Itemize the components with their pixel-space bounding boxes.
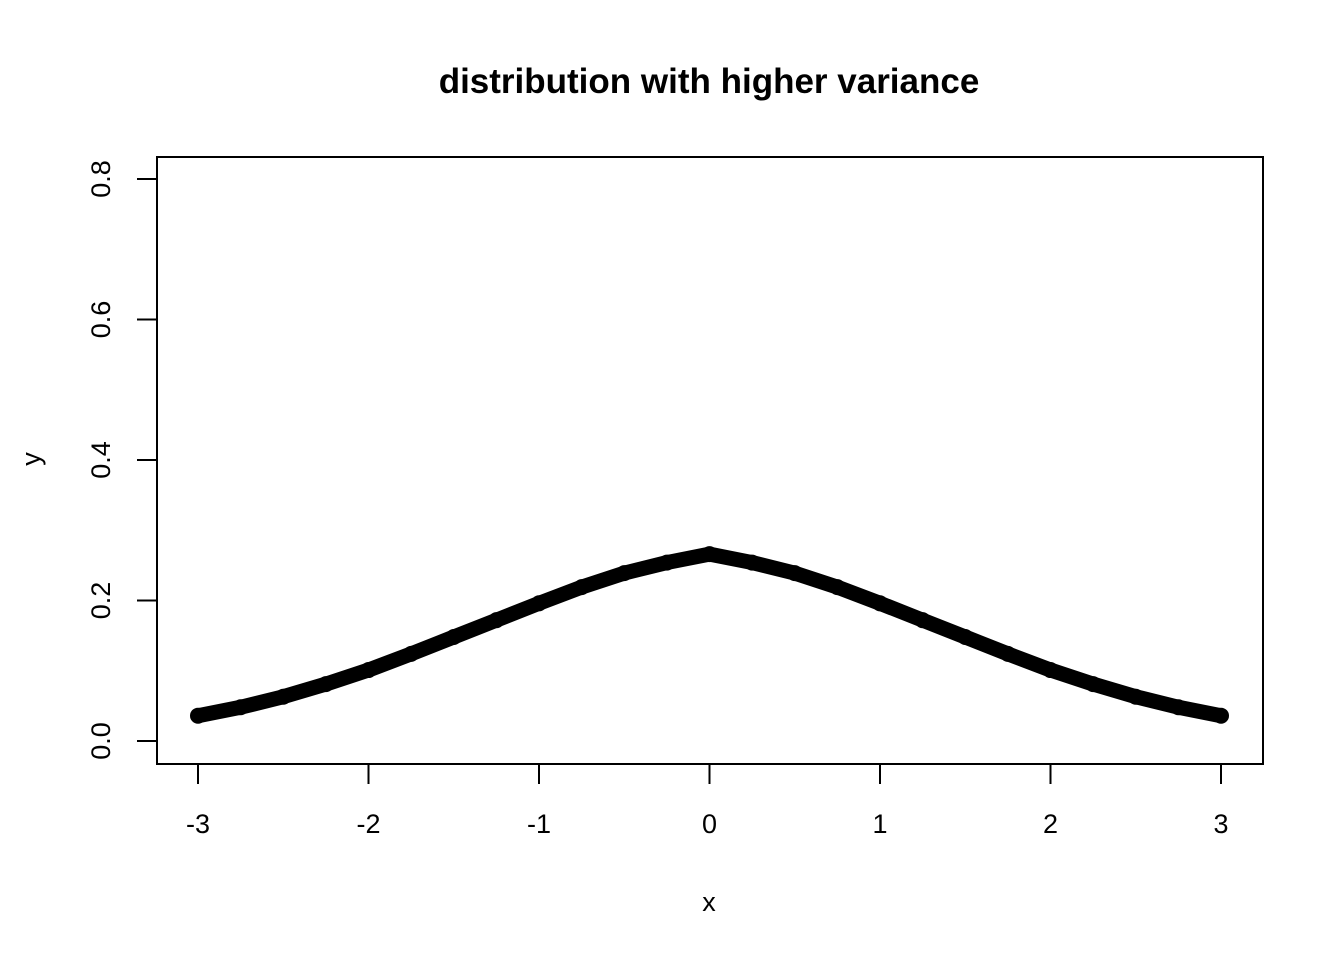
data-point — [786, 565, 803, 582]
data-point — [1085, 676, 1102, 693]
data-point — [1213, 707, 1229, 724]
x-tick-label: 0 — [702, 809, 717, 839]
x-axis: -3 -2 -1 0 1 2 3 — [186, 763, 1229, 839]
data-point — [317, 676, 334, 693]
y-tick-label: 0.6 — [86, 301, 116, 339]
y-tick-label: 0.0 — [86, 722, 116, 760]
series-line — [190, 546, 1229, 724]
data-point — [1127, 688, 1144, 705]
data-series — [190, 546, 1229, 724]
y-axis: 0.0 0.2 0.4 0.6 0.8 — [86, 160, 158, 760]
x-axis-label: x — [702, 887, 716, 917]
data-point — [190, 707, 206, 724]
data-point — [999, 645, 1016, 662]
data-point — [744, 554, 761, 571]
data-point — [232, 699, 249, 716]
data-point — [616, 565, 633, 582]
data-point — [573, 579, 590, 596]
data-point — [829, 579, 846, 596]
x-tick-label: 3 — [1213, 809, 1228, 839]
x-tick-label: -1 — [527, 809, 551, 839]
y-tick-label: 0.2 — [86, 582, 116, 620]
data-point — [957, 629, 974, 646]
plot-frame — [156, 156, 1264, 765]
data-point — [1170, 699, 1187, 716]
y-tick-label: 0.4 — [86, 441, 116, 479]
y-tick-label: 0.8 — [86, 160, 116, 198]
data-point — [658, 554, 675, 571]
data-point — [914, 612, 931, 629]
data-point — [1042, 662, 1059, 679]
x-tick-label: 2 — [1043, 809, 1058, 839]
x-tick-label: -3 — [186, 809, 210, 839]
y-axis-label: y — [16, 452, 46, 466]
x-tick-label: 1 — [872, 809, 887, 839]
data-point — [445, 629, 462, 646]
chart-title: distribution with higher variance — [439, 62, 980, 101]
x-tick-label: -2 — [356, 809, 380, 839]
data-point — [488, 612, 505, 629]
data-point — [872, 595, 888, 612]
data-point — [701, 546, 718, 563]
data-point — [531, 595, 547, 612]
data-point — [275, 688, 292, 705]
data-point — [360, 662, 377, 679]
data-point — [403, 645, 420, 662]
